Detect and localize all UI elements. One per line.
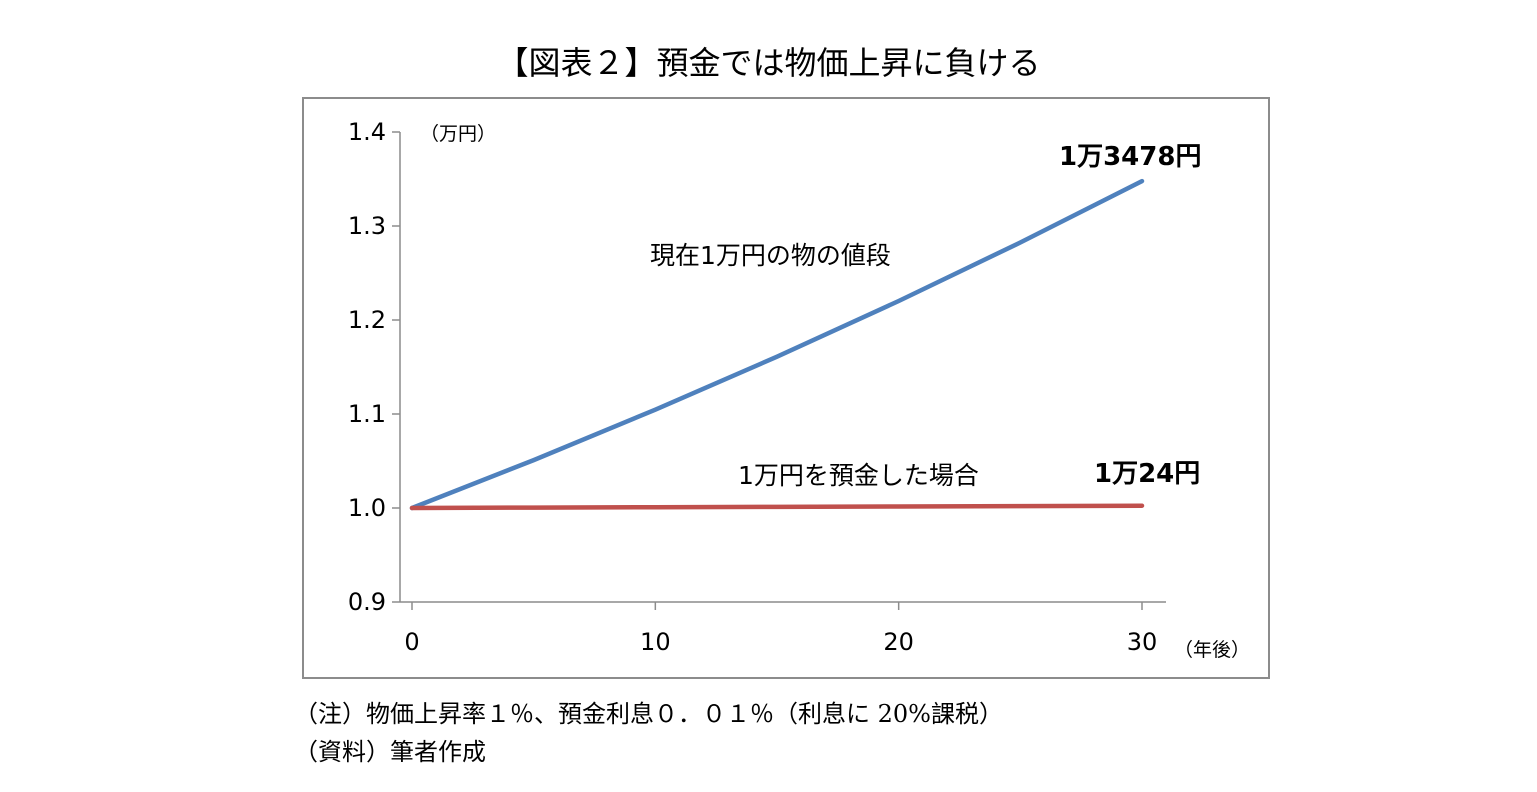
y-tick-label: 1.2 [348,306,386,334]
chart-title: 【図表２】預金では物価上昇に負ける [496,44,1041,82]
x-tick-label: 0 [404,628,419,656]
y-tick-label: 1.3 [348,212,386,240]
y-tick-label: 1.0 [348,494,386,522]
source-line: （資料）筆者作成 [294,738,486,766]
chart-area: 0.9 1.0 1.1 1.2 1.3 1.4 0 10 20 30 （万円） （年後） 現在1… [302,97,1270,679]
series-label-price: 現在1万円の物の値段 [650,241,891,270]
x-tick-label: 30 [1127,628,1158,656]
y-unit-label: （万円） [420,123,496,145]
x-unit-label: （年後） [1174,639,1250,661]
end-label-price: 1万3478円 [1059,142,1201,172]
x-tick-label: 10 [640,628,671,656]
series-line-1 [409,503,1145,511]
y-tick-label: 0.9 [348,588,386,616]
end-label-deposit: 1万24円 [1094,459,1200,489]
series-group [409,178,1145,511]
series-line-0 [409,178,1145,511]
note-line: （注）物価上昇率１％、預金利息０．０１％（利息に 20%課税） [294,700,1003,728]
series-label-deposit: 1万円を預金した場合 [738,461,979,490]
x-tick-label: 20 [883,628,914,656]
y-ticks: 0.9 1.0 1.1 1.2 1.3 1.4 [348,118,400,616]
axes [399,132,1166,603]
y-tick-label: 1.1 [348,400,386,428]
x-ticks: 0 10 20 30 [404,602,1157,656]
line-chart: 0.9 1.0 1.1 1.2 1.3 1.4 0 10 20 30 （万円） （年後） 現在1… [348,118,1250,661]
y-tick-label: 1.4 [348,118,386,146]
